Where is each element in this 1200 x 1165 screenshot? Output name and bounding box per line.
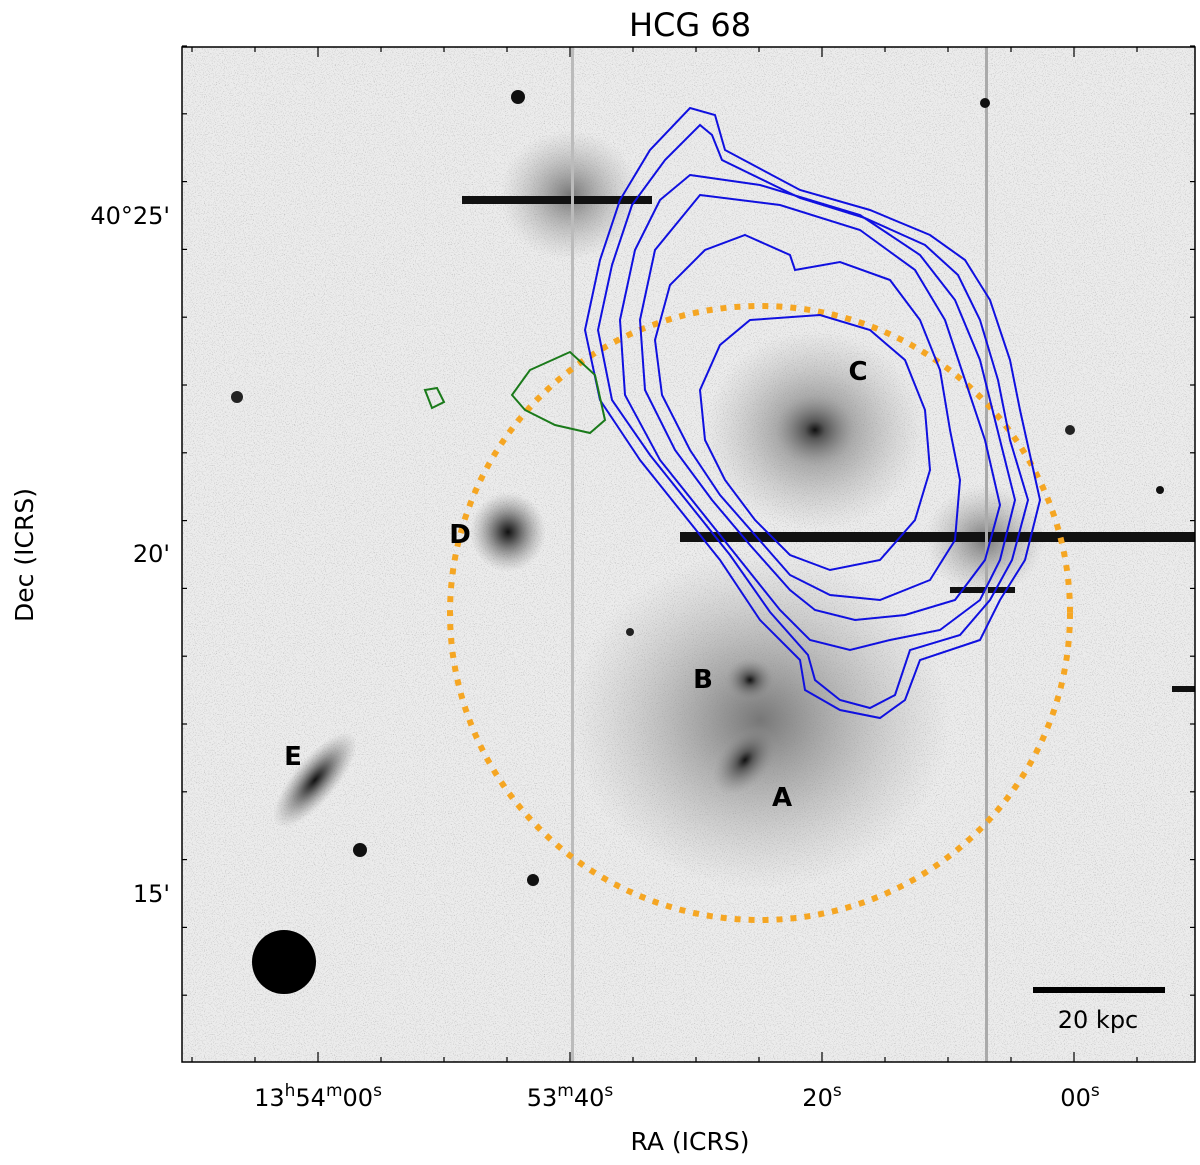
x-tick-part: s [833,1081,842,1101]
x-tick-part: m [557,1081,574,1101]
x-tick-part: 54 [295,1084,326,1112]
x-axis-label: RA (ICRS) [631,1127,750,1156]
x-tick-part: 53 [527,1084,558,1112]
y-tick-label: 20' [133,540,170,568]
x-tick-part: m [326,1081,343,1101]
y-axis-label: Dec (ICRS) [10,488,39,622]
y-tick-label: 15' [133,880,170,908]
x-tick-part: 00 [1060,1084,1091,1112]
x-tick-label: 00s [1060,1081,1100,1112]
tick-marks [182,45,1195,1062]
sky-image [182,47,1195,1062]
x-tick-part: 13 [254,1084,285,1112]
x-tick-label: 20s [802,1081,842,1112]
axes-frame [181,46,1196,1063]
galaxy-label: A [772,783,792,813]
x-tick-part: 40 [574,1084,605,1112]
galaxy-label: E [284,742,302,772]
y-tick-label: 40°25' [90,202,170,230]
galaxy-label: D [449,520,471,550]
galaxy-label: B [693,665,713,695]
title: HCG 68 [629,6,751,44]
x-tick-label: 53m40s [527,1081,614,1112]
x-tick-part: s [604,1081,613,1101]
x-tick-part: 00 [343,1084,374,1112]
x-tick-part: s [373,1081,382,1101]
x-tick-label: 13h54m00s [254,1081,382,1112]
x-tick-part: h [285,1081,296,1101]
x-tick-part: s [1091,1081,1100,1101]
galaxy-label: C [848,357,867,387]
scale-bar-label: 20 kpc [1058,1006,1139,1034]
x-tick-part: 20 [802,1084,833,1112]
